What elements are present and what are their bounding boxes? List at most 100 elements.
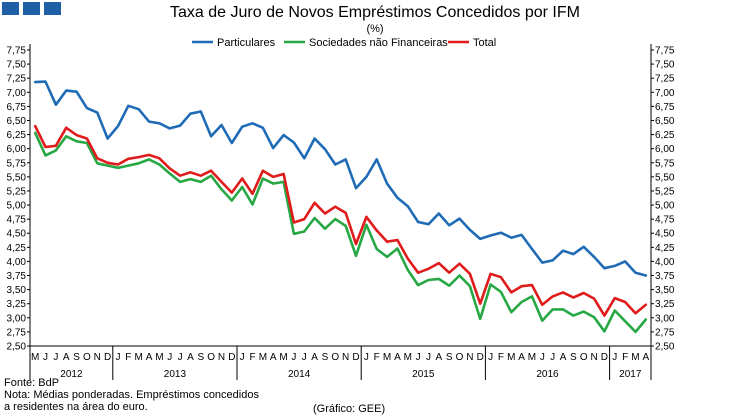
x-tick-label: J xyxy=(178,352,183,363)
y-tick-label-left: 6,25 xyxy=(7,130,27,141)
legend: Particulares Sociedades não Financeiras To… xyxy=(192,37,496,49)
y-tick-label-right: 4,75 xyxy=(655,215,675,226)
y-tick-label-left: 6,50 xyxy=(7,116,27,127)
series-line-2 xyxy=(33,131,648,334)
x-tick-label: O xyxy=(207,352,215,363)
x-tick-label: J xyxy=(550,352,555,363)
y-tick-label-right: 6,75 xyxy=(655,102,675,113)
x-tick-label: J xyxy=(364,352,369,363)
x-tick-label: D xyxy=(601,352,608,363)
footnote-line-1: Nota: Médias ponderadas. Empréstimos con… xyxy=(4,389,259,401)
y-tick-label-left: 5,00 xyxy=(7,201,27,212)
x-tick-label: D xyxy=(104,352,111,363)
y-tick-label-right: 6,00 xyxy=(655,144,675,155)
x-tick-label: A xyxy=(642,352,649,363)
x-tick-label: J xyxy=(115,352,120,363)
year-label: 2016 xyxy=(536,369,559,380)
logo-block-3 xyxy=(44,2,61,15)
footnote-line-2: a residentes na área do euro. xyxy=(4,401,148,413)
x-tick-label: D xyxy=(352,352,359,363)
x-tick-label: S xyxy=(322,352,329,363)
axes: 7,75 7,75 7,50 7,50 7,25 7,25 7,00 7,00 6,75 6,75… xyxy=(7,44,675,380)
x-tick-label: D xyxy=(477,352,484,363)
y-tick-label-right: 3,75 xyxy=(655,271,675,282)
x-tick-label: N xyxy=(590,352,597,363)
y-tick-label-right: 2,75 xyxy=(655,327,675,338)
y-tick-label-left: 7,75 xyxy=(7,46,27,57)
x-tick-label: A xyxy=(187,352,194,363)
y-tick-label-right: 7,00 xyxy=(655,88,675,99)
x-tick-label: J xyxy=(540,352,545,363)
legend-label-3: Total xyxy=(473,37,496,49)
x-tick-label: S xyxy=(446,352,453,363)
y-tick-label-left: 5,75 xyxy=(7,158,27,169)
x-tick-label: M xyxy=(279,352,287,363)
year-label: 2012 xyxy=(60,369,83,380)
logo xyxy=(2,2,61,15)
x-tick-label: N xyxy=(342,352,349,363)
legend-label-1: Particulares xyxy=(217,37,276,49)
series-line-1 xyxy=(33,80,648,277)
y-tick-label-right: 5,00 xyxy=(655,201,675,212)
y-tick-label-right: 6,25 xyxy=(655,130,675,141)
y-tick-label-right: 4,00 xyxy=(655,257,675,268)
x-tick-label: M xyxy=(259,352,267,363)
x-tick-label: A xyxy=(270,352,277,363)
x-tick-label: J xyxy=(426,352,431,363)
y-tick-label-right: 4,50 xyxy=(655,229,675,240)
y-tick-label-left: 5,25 xyxy=(7,186,27,197)
y-tick-label-left: 7,25 xyxy=(7,74,27,85)
x-tick-label: N xyxy=(466,352,473,363)
credit-note: (Gráfico: GEE) xyxy=(313,403,386,415)
year-label: 2017 xyxy=(619,369,642,380)
x-tick-label: F xyxy=(125,352,131,363)
x-tick-label: O xyxy=(580,352,588,363)
x-tick-label: M xyxy=(528,352,536,363)
y-tick-label-right: 3,25 xyxy=(655,299,675,310)
x-tick-label: M xyxy=(631,352,639,363)
y-tick-label-left: 6,00 xyxy=(7,144,27,155)
y-tick-label-left: 4,50 xyxy=(7,229,27,240)
y-tick-label-left: 4,75 xyxy=(7,215,27,226)
y-tick-label-left: 4,00 xyxy=(7,257,27,268)
y-tick-label-right: 3,00 xyxy=(655,313,675,324)
chart-subtitle: (%) xyxy=(366,23,384,35)
y-tick-label-left: 7,00 xyxy=(7,88,27,99)
y-tick-label-right: 5,75 xyxy=(655,158,675,169)
x-tick-label: N xyxy=(218,352,225,363)
year-label: 2015 xyxy=(412,369,435,380)
y-tick-label-right: 5,25 xyxy=(655,186,675,197)
x-tick-label: J xyxy=(53,352,58,363)
y-tick-label-right: 5,50 xyxy=(655,172,675,183)
y-tick-label-left: 7,50 xyxy=(7,60,27,71)
y-tick-label-right: 2,50 xyxy=(655,342,675,353)
logo-block-2 xyxy=(23,2,40,15)
x-tick-label: O xyxy=(331,352,339,363)
x-tick-label: J xyxy=(240,352,245,363)
x-tick-label: J xyxy=(291,352,296,363)
y-tick-label-left: 4,25 xyxy=(7,243,27,254)
x-tick-label: O xyxy=(83,352,91,363)
source-note: Fonte: BdP xyxy=(4,377,60,389)
y-tick-label-right: 7,75 xyxy=(655,46,675,57)
x-tick-label: M xyxy=(507,352,515,363)
x-tick-label: M xyxy=(404,352,412,363)
x-tick-label: A xyxy=(518,352,525,363)
y-tick-label-right: 3,50 xyxy=(655,285,675,296)
y-tick-label-right: 4,25 xyxy=(655,243,675,254)
x-tick-label: F xyxy=(498,352,504,363)
x-tick-label: F xyxy=(622,352,628,363)
x-tick-label: A xyxy=(394,352,401,363)
year-label: 2013 xyxy=(164,369,187,380)
x-tick-label: J xyxy=(416,352,421,363)
x-tick-label: F xyxy=(374,352,380,363)
x-tick-label: O xyxy=(456,352,464,363)
x-tick-label: J xyxy=(167,352,172,363)
y-tick-label-left: 5,50 xyxy=(7,172,27,183)
y-tick-label-left: 3,25 xyxy=(7,299,27,310)
x-tick-label: S xyxy=(197,352,204,363)
x-tick-label: N xyxy=(94,352,101,363)
legend-label-2: Sociedades não Financeiras xyxy=(309,37,448,49)
x-tick-label: M xyxy=(135,352,143,363)
x-tick-label: J xyxy=(43,352,48,363)
